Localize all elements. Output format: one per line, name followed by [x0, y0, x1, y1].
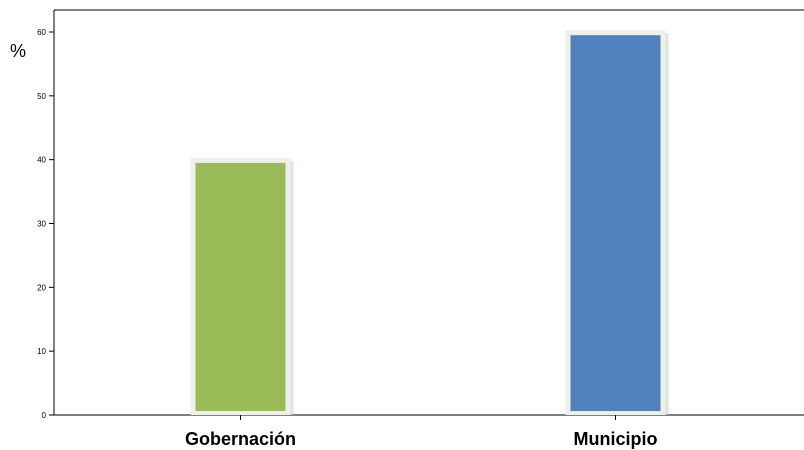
y-tick-label: 0: [42, 411, 47, 420]
y-tick-label: 60: [37, 28, 46, 37]
bar-fill: [570, 35, 661, 412]
y-tick-label: 40: [37, 156, 46, 165]
x-labels: Gobernación Municipio: [185, 415, 658, 449]
y-tick-label: 10: [37, 347, 46, 356]
plot-area: [53, 9, 804, 416]
y-tick-label: 30: [37, 220, 46, 229]
x-category-label: Gobernación: [185, 429, 296, 449]
bar-2: [565, 30, 669, 416]
bar-1: [190, 157, 294, 415]
y-ticks: 0 10 20 30 40 50 60: [37, 28, 54, 420]
x-category-label: Municipio: [574, 429, 658, 449]
bars: [190, 30, 669, 416]
y-axis-unit: %: [10, 41, 26, 61]
bar-fill: [195, 162, 286, 411]
y-tick-label: 50: [37, 92, 46, 101]
y-tick-label: 20: [37, 283, 46, 292]
